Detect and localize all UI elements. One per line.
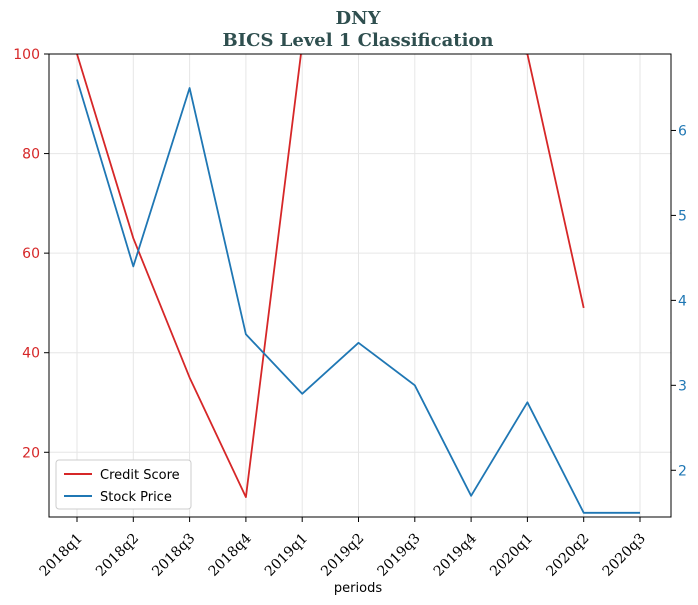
legend-credit-score-label: Credit Score	[100, 468, 180, 483]
legend: Credit Score Stock Price	[55, 459, 192, 510]
legend-stock-price-label: Stock Price	[100, 490, 172, 505]
x-tick-label: 2018q4	[206, 530, 255, 579]
right-y-tick-label: 4	[678, 293, 687, 309]
x-tick-label: 2020q3	[600, 531, 649, 580]
right-y-tick-label: 3	[678, 378, 687, 394]
x-tick-label: 2020q1	[487, 531, 536, 580]
x-tick-label: 2019q3	[374, 531, 423, 580]
grid	[49, 53, 671, 517]
x-tick-label: 2019q4	[431, 530, 480, 579]
left-y-tick-label: 80	[22, 147, 40, 163]
plot-frame	[48, 53, 672, 518]
right-y-tick-label: 5	[678, 208, 687, 224]
x-tick-label: 2018q3	[149, 531, 198, 580]
x-tick-label: 2018q2	[93, 531, 142, 580]
left-y-tick-label: 100	[13, 47, 40, 63]
x-tick-label: 2019q2	[318, 531, 367, 580]
series-line-stock-price	[76, 79, 640, 514]
x-tick-label: 2020q2	[543, 531, 592, 580]
right-y-tick-label: 6	[678, 123, 687, 139]
x-tick-label: 2018q1	[37, 531, 86, 580]
series-line-credit-score	[76, 54, 585, 498]
right-y-tick-label: 2	[678, 463, 687, 479]
left-y-tick-label: 40	[22, 346, 40, 362]
x-axis-label: periods	[334, 581, 382, 596]
left-y-tick-label: 20	[22, 445, 40, 461]
series-lines	[76, 54, 640, 514]
chart-subtitle: BICS Level 1 Classification	[222, 30, 493, 51]
chart-title: DNY	[336, 8, 382, 29]
x-tick-label: 2019q1	[262, 531, 311, 580]
left-y-tick-label: 60	[22, 246, 40, 262]
